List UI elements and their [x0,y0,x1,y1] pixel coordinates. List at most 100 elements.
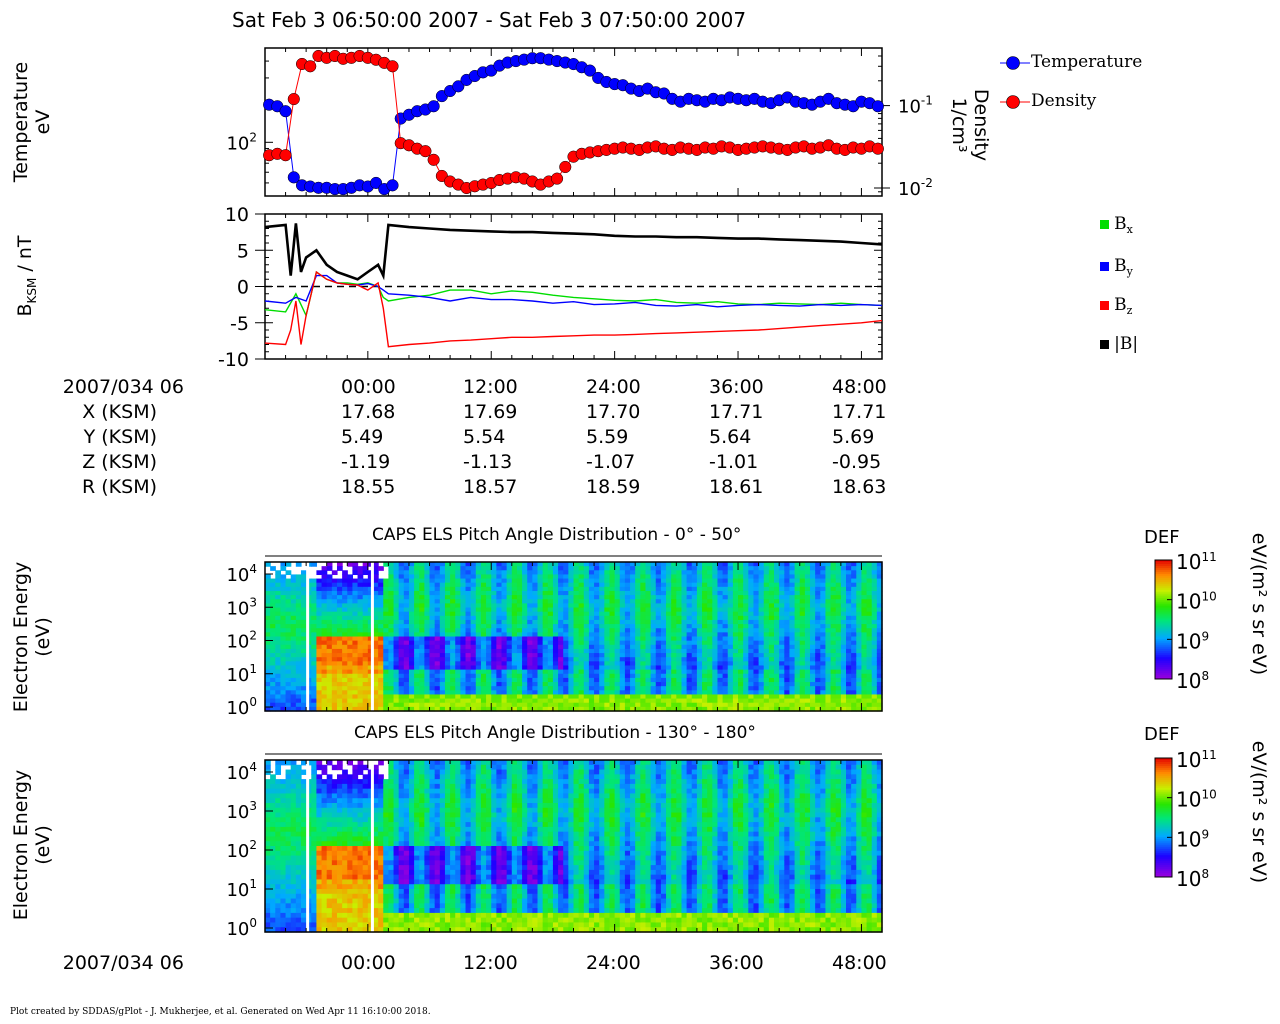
colorbar-cell [1155,597,1172,601]
colorbar-cell [1155,759,1172,763]
bfield-tick-label: -10 [218,349,249,371]
energy-axis-label-1: Electron Energy (eV) [10,561,54,713]
legend-item-bx: Bx [1100,214,1133,236]
colorbar-cell [1155,775,1172,779]
temperature-point [287,171,300,184]
density-tick-label: 10-1 [898,94,933,118]
colorbar-cell [1155,611,1172,615]
colorbar-cell [1155,637,1172,640]
data-gap [306,760,310,932]
bottom-time-tick-2: 24:00 [586,952,641,974]
bfield-tick-label: 10 [225,204,249,226]
colorbar-cell [1155,827,1172,830]
moments-legend: Temperature Density [1000,52,1160,122]
colorbar-cell [1155,773,1172,777]
colorbar-cell [1155,573,1172,577]
energy-tick-label: 100 [226,916,257,940]
colorbar-cell [1155,813,1172,817]
time-tick-1: 12:00 [463,376,518,398]
bottom-time-tick-0: 00:00 [341,952,396,974]
colorbar-cell [1155,655,1172,658]
colorbar-cell [1155,639,1172,642]
density-point [386,60,399,73]
colorbar-cell [1155,843,1172,846]
colorbar-cell [1155,863,1172,866]
colorbar-cell [1155,795,1172,799]
colorbar-cell [1155,633,1172,636]
colorbar-cell [1155,831,1172,834]
spectrogram-2 [264,753,1173,933]
colorbar-cell [1155,815,1172,818]
ephem-x-1: 17.69 [463,401,518,423]
colorbar-tick-label: 109 [1176,827,1209,851]
ephem-y-2: 5.59 [586,426,629,448]
colorbar-cell [1155,621,1172,624]
colorbar-cell [1155,571,1172,575]
colorbar-cell [1155,767,1172,771]
temperature-point [427,100,440,113]
colorbar-cell [1155,575,1172,579]
colorbar-tick-label: 1011 [1176,550,1217,574]
legend-item-bmag: |B| [1100,334,1138,354]
energy-tick-label: 103 [226,595,257,619]
colorbar-cell [1155,641,1172,644]
colorbar-cell [1155,595,1172,599]
colorbar-cell [1155,819,1172,822]
colorbar-cell [1155,667,1172,670]
colorbar-cell [1155,577,1172,581]
ephemeris-row-label-r: R (KSM) [82,476,157,498]
colorbar-cell [1155,669,1172,672]
colorbar-cell [1155,675,1172,678]
colorbar-cell [1155,589,1172,593]
colorbar-cell [1155,837,1172,840]
ephemeris-row-label-x: X (KSM) [82,401,157,423]
ephem-y-0: 5.49 [341,426,384,448]
colorbar-cell [1155,777,1172,781]
colorbar-cell [1155,797,1172,801]
temperature-point [370,176,383,189]
density-tick-label: 10-2 [898,176,933,200]
energy-tick-label: 102 [226,629,257,653]
colorbar-cell [1155,847,1172,850]
energy-tick-label: 104 [226,760,257,784]
density-point [871,142,884,155]
ephem-z-1: -1.13 [463,451,513,473]
colorbar-cell [1155,569,1172,573]
colorbar-cell [1155,853,1172,856]
colorbar-cell [1155,758,1172,761]
colorbar-cell [1155,607,1172,611]
colorbar-cell [1155,657,1172,660]
colorbar-cell [1155,859,1172,862]
time-tick-0: 00:00 [341,376,396,398]
ephem-x-0: 17.68 [341,401,396,423]
series-bz [264,270,883,348]
colorbar-cell [1155,593,1172,597]
colorbar-cell [1155,867,1172,870]
temperature-point [871,100,884,113]
colorbar-cell [1155,659,1172,662]
ephem-r-2: 18.59 [586,476,641,498]
colorbar-cell [1155,825,1172,828]
colorbar-cell [1155,763,1172,767]
density-point [287,93,300,106]
colorbar-cell [1155,785,1172,789]
density-point [550,172,564,185]
colorbar-cell [1155,873,1172,876]
footer-credit: Plot created by SDDAS/gPlot - J. Mukherj… [10,1007,431,1017]
colorbar-cell [1155,871,1172,874]
colorbar-cell [1155,603,1172,607]
colorbar-1-frame [1154,559,1173,680]
ephem-r-3: 18.61 [709,476,764,498]
ephem-r-0: 18.55 [341,476,396,498]
colorbar-cell [1155,781,1172,785]
colorbar-cell [1155,839,1172,842]
colorbar-2-unit: eV/(m² s sr eV) [1248,740,1270,884]
colorbar-cell [1155,631,1172,634]
bottom-time-tick-3: 36:00 [709,952,764,974]
ephemeris-row-label-z: Z (KSM) [82,451,157,473]
bfield-tick-label: 5 [237,240,249,262]
energy-tick-label: 100 [226,695,257,719]
colorbar-cell [1155,623,1172,626]
ephem-y-1: 5.54 [463,426,506,448]
